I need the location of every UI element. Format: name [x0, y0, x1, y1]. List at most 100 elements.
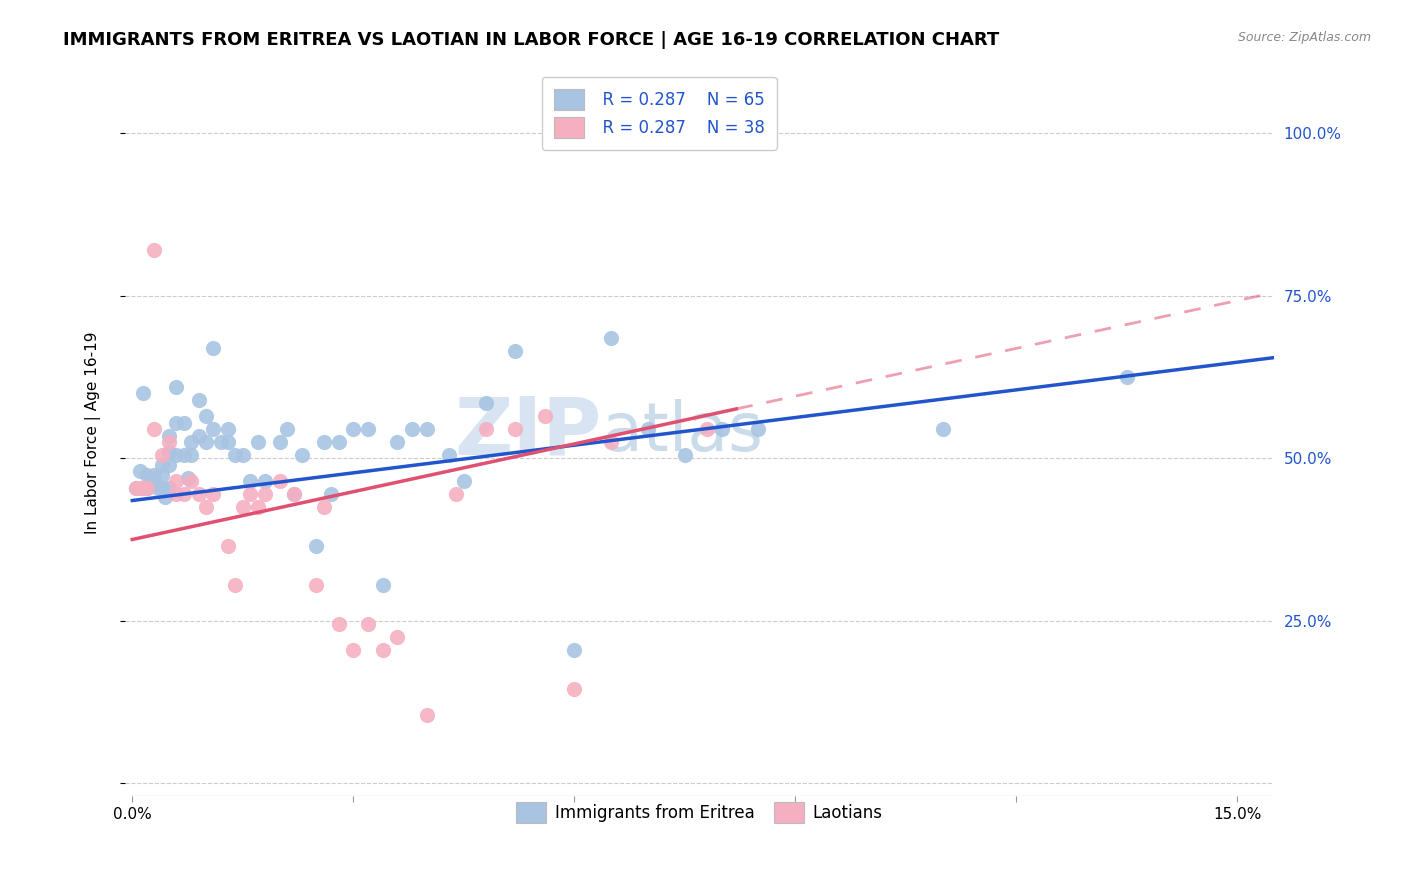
Point	[562, 681, 585, 696]
Point	[194, 409, 217, 423]
Point	[475, 422, 498, 436]
Point	[747, 422, 769, 436]
Point	[291, 448, 314, 462]
Point	[128, 481, 150, 495]
Point	[143, 422, 166, 436]
Point	[253, 474, 276, 488]
Point	[125, 481, 148, 495]
Point	[202, 341, 225, 355]
Point	[180, 435, 202, 450]
Point	[157, 458, 180, 472]
Point	[710, 422, 733, 436]
Point	[166, 487, 188, 501]
Point	[387, 435, 409, 450]
Point	[600, 435, 623, 450]
Point	[166, 380, 188, 394]
Point	[232, 500, 254, 514]
Point	[173, 448, 195, 462]
Point	[416, 422, 439, 436]
Point	[305, 539, 328, 553]
Point	[202, 422, 225, 436]
Point	[446, 487, 468, 501]
Point	[150, 467, 173, 482]
Point	[505, 422, 527, 436]
Point	[305, 578, 328, 592]
Point	[136, 481, 159, 495]
Point	[416, 707, 439, 722]
Point	[283, 487, 305, 501]
Text: atlas: atlas	[602, 400, 762, 466]
Point	[283, 487, 305, 501]
Point	[143, 244, 166, 258]
Point	[136, 467, 159, 482]
Point	[166, 448, 188, 462]
Point	[157, 444, 180, 458]
Point	[217, 435, 239, 450]
Point	[328, 616, 350, 631]
Point	[269, 435, 291, 450]
Point	[136, 481, 159, 495]
Point	[600, 331, 623, 345]
Legend: Immigrants from Eritrea, Laotians: Immigrants from Eritrea, Laotians	[505, 790, 894, 835]
Point	[217, 422, 239, 436]
Point	[217, 539, 239, 553]
Point	[173, 416, 195, 430]
Point	[321, 487, 343, 501]
Point	[453, 474, 475, 488]
Point	[239, 474, 262, 488]
Point	[202, 487, 225, 501]
Y-axis label: In Labor Force | Age 16-19: In Labor Force | Age 16-19	[86, 331, 101, 533]
Point	[187, 392, 209, 407]
Point	[173, 487, 195, 501]
Point	[342, 643, 364, 657]
Text: ZIP: ZIP	[454, 393, 602, 471]
Point	[696, 422, 718, 436]
Point	[194, 500, 217, 514]
Point	[1115, 370, 1137, 384]
Point	[637, 422, 659, 436]
Point	[246, 435, 269, 450]
Point	[232, 448, 254, 462]
Point	[475, 396, 498, 410]
Point	[194, 435, 217, 450]
Point	[166, 474, 188, 488]
Point	[253, 487, 276, 501]
Text: IMMIGRANTS FROM ERITREA VS LAOTIAN IN LABOR FORCE | AGE 16-19 CORRELATION CHART: IMMIGRANTS FROM ERITREA VS LAOTIAN IN LA…	[63, 31, 1000, 49]
Point	[143, 477, 166, 491]
Point	[125, 481, 148, 495]
Point	[357, 422, 380, 436]
Point	[562, 643, 585, 657]
Point	[246, 500, 269, 514]
Point	[269, 474, 291, 488]
Point	[155, 490, 177, 504]
Point	[143, 467, 166, 482]
Point	[166, 416, 188, 430]
Point	[401, 422, 423, 436]
Point	[371, 643, 394, 657]
Point	[157, 435, 180, 450]
Point	[224, 448, 246, 462]
Point	[176, 471, 198, 485]
Point	[328, 435, 350, 450]
Point	[224, 578, 246, 592]
Point	[312, 435, 335, 450]
Point	[533, 409, 555, 423]
Point	[139, 474, 162, 488]
Point	[132, 386, 155, 401]
Point	[180, 474, 202, 488]
Text: Source: ZipAtlas.com: Source: ZipAtlas.com	[1237, 31, 1371, 45]
Point	[132, 481, 155, 495]
Point	[150, 481, 173, 495]
Point	[157, 481, 180, 495]
Point	[357, 616, 380, 631]
Point	[437, 448, 460, 462]
Point	[239, 487, 262, 501]
Point	[187, 428, 209, 442]
Point	[387, 630, 409, 644]
Point	[157, 428, 180, 442]
Point	[209, 435, 232, 450]
Point	[150, 448, 173, 462]
Point	[505, 344, 527, 359]
Point	[312, 500, 335, 514]
Point	[180, 448, 202, 462]
